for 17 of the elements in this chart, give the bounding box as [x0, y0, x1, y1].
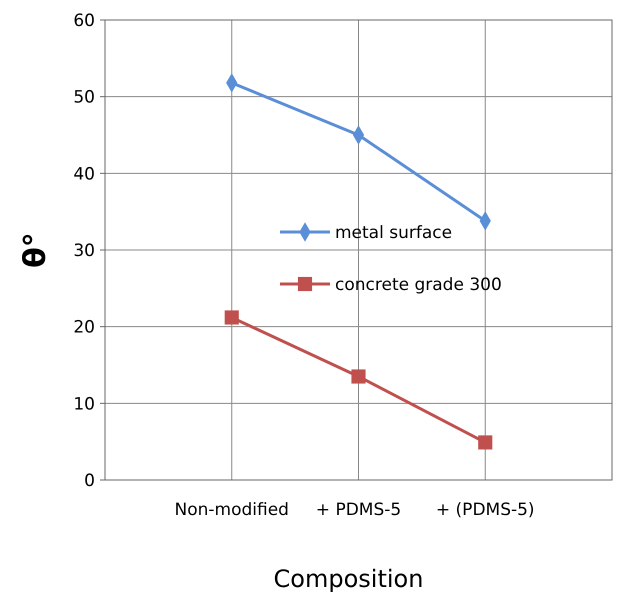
- point: [351, 369, 366, 384]
- y-axis-title: θ°: [18, 232, 53, 268]
- x-axis-title: Composition: [274, 565, 424, 593]
- y-tick-label: 50: [73, 88, 95, 108]
- y-tick-label: 30: [73, 240, 95, 261]
- y-tick-label: 40: [73, 164, 95, 184]
- y-tick-label: 10: [73, 394, 95, 414]
- point: [224, 310, 239, 325]
- legend-label: metal surface: [335, 222, 452, 243]
- x-tick-label: + (PDMS-5): [436, 500, 535, 520]
- y-tick-label: 20: [73, 318, 95, 338]
- point: [478, 435, 492, 450]
- x-tick-label: Non-modified: [174, 500, 289, 520]
- legend-label: concrete grade 300: [335, 274, 502, 295]
- y-tick-label: 0: [84, 470, 95, 491]
- y-tick-label: 60: [73, 10, 95, 31]
- x-tick-label: + PDMS-5: [316, 500, 402, 520]
